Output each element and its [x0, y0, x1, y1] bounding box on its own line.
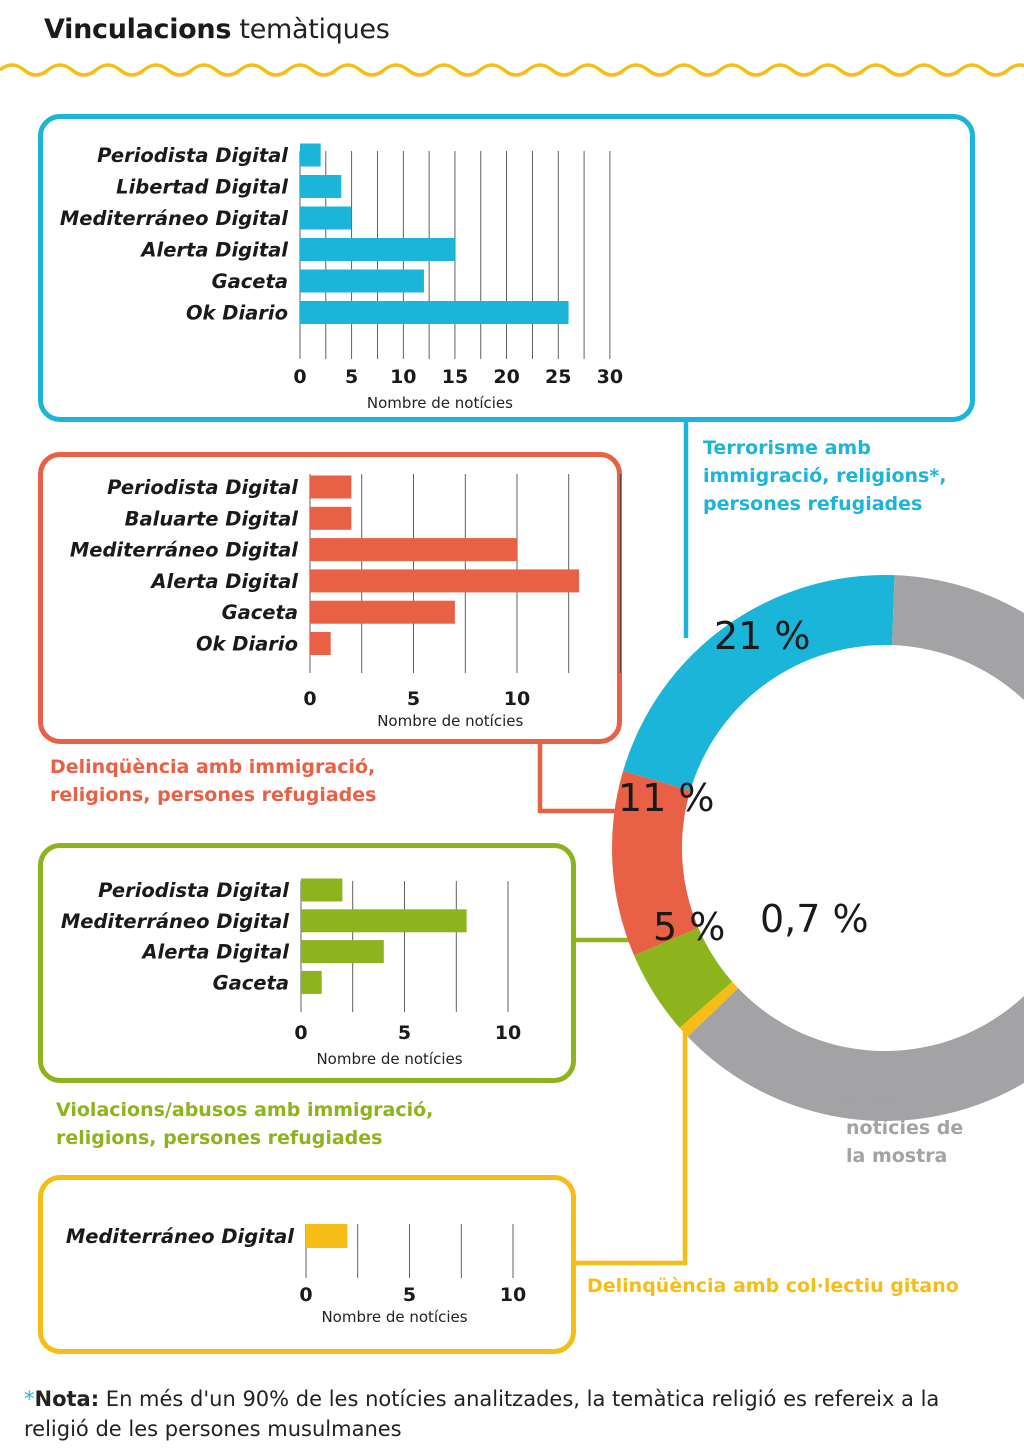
- bar: [310, 569, 580, 593]
- bar: [310, 632, 331, 655]
- bar: [301, 878, 343, 902]
- category-label: Gaceta: [212, 270, 288, 293]
- footnote-star: *: [24, 1387, 35, 1411]
- category-label: Gaceta: [222, 601, 298, 624]
- tick-label: 20: [493, 366, 519, 388]
- connector-line: [576, 980, 688, 1266]
- axis-label: Nombre de notícies: [367, 394, 513, 412]
- tick-label: 0: [303, 688, 316, 710]
- bar: [300, 301, 569, 324]
- tick-label: 10: [500, 1284, 526, 1306]
- donut-segments: [612, 575, 1024, 1121]
- tick-label: 5: [345, 366, 358, 388]
- donut-segment: [623, 575, 895, 791]
- bar-chart-gitano: Mediterráneo Digital 0 5 10 Nombre de notíci…: [66, 1224, 526, 1326]
- caption-gitano: Delinqüència amb col·lectiu gitano: [587, 1275, 959, 1297]
- category-label: Periodista Digital: [98, 879, 289, 902]
- category-label: Mediterráneo Digital: [66, 1225, 294, 1248]
- caption-terrorisme: Terrorisme amb immigració, religions*, p…: [703, 437, 947, 515]
- title-light: temàtiques: [239, 14, 390, 45]
- category-label: Baluarte Digital: [125, 507, 299, 530]
- tick-label: 5: [398, 1022, 411, 1044]
- connector-line: [537, 744, 620, 814]
- donut-label-gitano: 0,7 %: [760, 897, 869, 941]
- donut-segment: [687, 575, 1024, 1121]
- category-label: Ok Diario: [186, 302, 288, 325]
- bar: [306, 1224, 348, 1248]
- tick-label: 0: [294, 1022, 307, 1044]
- bar: [300, 206, 352, 230]
- caption-violacions: Violacions/abusos amb immigració, religi…: [56, 1099, 434, 1149]
- tick-label: 10: [495, 1022, 521, 1044]
- tick-label: 0: [299, 1284, 312, 1306]
- bar: [300, 143, 321, 167]
- axis-label: Nombre de notícies: [321, 1308, 467, 1326]
- tick-label: 0: [293, 366, 306, 388]
- category-label: Alerta Digital: [149, 570, 298, 593]
- footnote-text: En més d'un 90% de les notícies analitza…: [24, 1387, 940, 1441]
- bar-chart-violacions: Periodista Digital Mediterráneo Digital Al…: [61, 878, 521, 1068]
- tick-label: 15: [442, 366, 468, 388]
- bar: [310, 506, 352, 530]
- bar: [301, 940, 384, 964]
- tick-label: 5: [407, 688, 420, 710]
- bar: [310, 538, 517, 562]
- panel-terrorisme: Periodista Digital Libertad Digital Medite…: [38, 114, 975, 422]
- donut-label-delinquencia: 11 %: [618, 776, 715, 820]
- category-label: Periodista Digital: [97, 144, 288, 167]
- donut-label-terrorisme: 21 %: [714, 614, 811, 658]
- category-label: Mediterráneo Digital: [70, 539, 298, 562]
- tick-label: 10: [390, 366, 416, 388]
- category-label: Mediterráneo Digital: [61, 910, 289, 933]
- page-title: Vinculacions temàtiques: [44, 14, 390, 45]
- tick-label: 10: [504, 688, 530, 710]
- category-label: Alerta Digital: [139, 239, 288, 262]
- bar: [300, 238, 455, 261]
- footnote: *Nota: En més d'un 90% de les notícies a…: [24, 1384, 999, 1444]
- footnote-label: Nota:: [34, 1387, 100, 1411]
- panel-violacions: Periodista Digital Mediterráneo Digital Al…: [38, 843, 576, 1083]
- panel-gitano: Mediterráneo Digital 0 5 10 Nombre de notíci…: [38, 1175, 576, 1354]
- category-label: Ok Diario: [196, 633, 298, 656]
- decorative-wave: [0, 63, 1024, 77]
- bar: [310, 600, 455, 624]
- category-label: Alerta Digital: [140, 941, 289, 964]
- bar: [301, 909, 467, 933]
- donut-segment: [612, 770, 699, 956]
- donut-segment: [634, 927, 733, 1028]
- bar: [300, 175, 342, 198]
- donut-label-violacions: 5 %: [653, 905, 725, 949]
- category-label: Gaceta: [213, 971, 289, 994]
- panel-delinquencia: Periodista Digital Baluarte Digital Medite…: [38, 452, 622, 744]
- tick-label: 5: [403, 1284, 416, 1306]
- category-label: Periodista Digital: [107, 476, 298, 499]
- title-bold: Vinculacions: [44, 14, 232, 45]
- bar-chart-delinquencia: Periodista Digital Baluarte Digital Medite…: [70, 474, 621, 730]
- tick-label: 30: [597, 366, 623, 388]
- donut-segment: [679, 981, 739, 1037]
- axis-label: Nombre de notícies: [377, 712, 523, 730]
- bar: [300, 269, 424, 293]
- category-label: Mediterráneo Digital: [60, 207, 288, 230]
- bar: [310, 475, 352, 499]
- tick-label: 25: [545, 366, 571, 388]
- caption-delinquencia: Delinqüència amb immigració, religions, …: [50, 756, 377, 806]
- bar: [301, 970, 322, 994]
- axis-label: Nombre de notícies: [316, 1050, 462, 1068]
- bar-chart-terrorisme: Periodista Digital Libertad Digital Medite…: [60, 143, 623, 412]
- category-label: Libertad Digital: [116, 176, 288, 199]
- caption-rest: Resta de notícies de la mostra: [846, 1089, 964, 1167]
